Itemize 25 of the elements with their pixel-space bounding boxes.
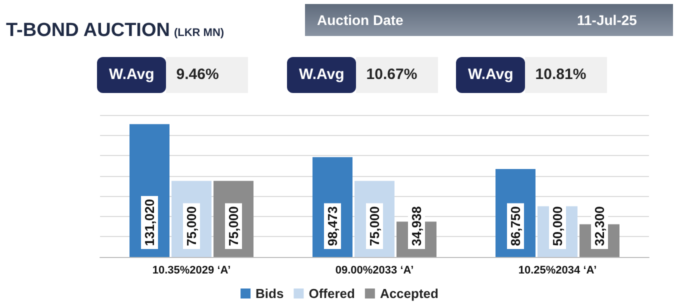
text: 10.67% [356,57,438,93]
data-label: 75,000 [226,206,241,246]
data-label: 75,000 [367,206,382,246]
legend-label: Bids [256,286,284,301]
text: W.Avg [456,57,526,93]
data-label: 50,000 [550,206,565,246]
data-label: 131,020 [142,199,157,246]
legend-label: Offered [308,286,355,301]
chart-title: T-BOND AUCTION [6,20,170,41]
text: Auction Date [317,12,404,28]
x-tick-label: 10.25%2034 ‘A’ [518,264,597,276]
chart-subtitle: (LKR MN) [174,27,224,39]
data-label: 75,000 [184,206,199,246]
x-tick-label: 09.00%2033 ‘A’ [335,264,414,276]
text: 10.81% [525,57,608,93]
x-tick-label: 10.35%2029 ‘A’ [152,264,231,276]
data-label: 98,473 [325,206,340,246]
text: 9.46% [166,57,248,93]
text: 11-Jul-25 [577,12,637,28]
text: W.Avg [97,57,166,93]
text: W.Avg [287,57,356,93]
legend-label: Accepted [380,286,439,301]
data-label: 32,300 [592,206,607,246]
data-label: 86,750 [508,206,523,246]
data-label: 34,938 [409,206,424,246]
